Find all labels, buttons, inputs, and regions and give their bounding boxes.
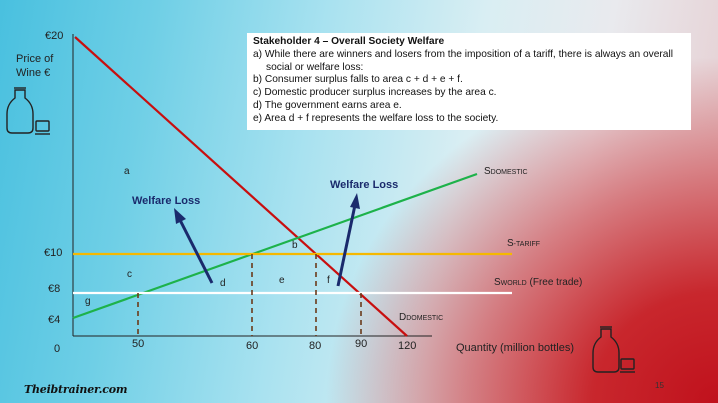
x-tick-60: 60 [246,340,258,352]
s-tariff-label: S-TARIFF [507,238,540,249]
x-tick-50: 50 [132,338,144,350]
welfare-loss-arrow-left [177,217,214,284]
logo: Theibtrainer.com [24,383,128,396]
area-label-d: d [220,278,226,289]
area-label-a: a [124,166,130,177]
info-item: a) While there are winners and losers fr… [253,48,673,73]
welfare-loss-arrowhead-right [350,193,360,209]
wine-glass-icon-right [620,358,635,373]
welfare-loss-label-left: Welfare Loss [132,195,200,207]
area-label-f: f [327,275,330,286]
info-item: e) Area d + f represents the welfare los… [253,112,499,124]
info-item: d) The government earns area e. [253,99,402,111]
wine-decanter-icon-right [592,326,620,373]
y-tick-10: €10 [44,247,62,259]
wine-decanter-icon [6,87,34,134]
info-box-list: a) While there are winners and losers fr… [253,49,685,126]
area-label-b: b [292,240,298,251]
origin-label: 0 [54,343,60,355]
y-axis-label-line2: Wine € [16,67,50,79]
welfare-loss-label-right: Welfare Loss [330,179,398,191]
domestic-demand-curve [74,36,408,337]
area-label-e: e [279,275,285,286]
y-tick-20: €20 [45,30,63,42]
welfare-loss-arrow-right [336,204,357,287]
wine-glass-icon [35,120,50,135]
info-item: c) Domestic producer surplus increases b… [253,87,497,99]
info-box: Stakeholder 4 – Overall Society Welfare … [247,33,691,130]
d-domestic-label: DDOMESTIC [399,312,443,323]
info-item: b) Consumer surplus falls to area c + d … [253,74,463,86]
y-tick-4: €4 [48,314,60,326]
x-tick-80: 80 [309,340,321,352]
s-world-label: SWORLD (Free trade) [494,277,582,288]
x-tick-90: 90 [355,338,367,350]
welfare-loss-arrowhead-left [174,208,186,224]
x-tick-120: 120 [398,340,416,352]
y-tick-8: €8 [48,283,60,295]
area-label-g: g [85,296,91,307]
s-domestic-label: SDOMESTIC [484,166,528,177]
y-axis-label-line1: Price of [16,53,54,65]
area-label-c: c [127,269,132,280]
page-number: 15 [655,381,664,390]
info-box-title: Stakeholder 4 – Overall Society Welfare [253,36,445,47]
x-axis-label: Quantity (million bottles) [456,342,574,354]
